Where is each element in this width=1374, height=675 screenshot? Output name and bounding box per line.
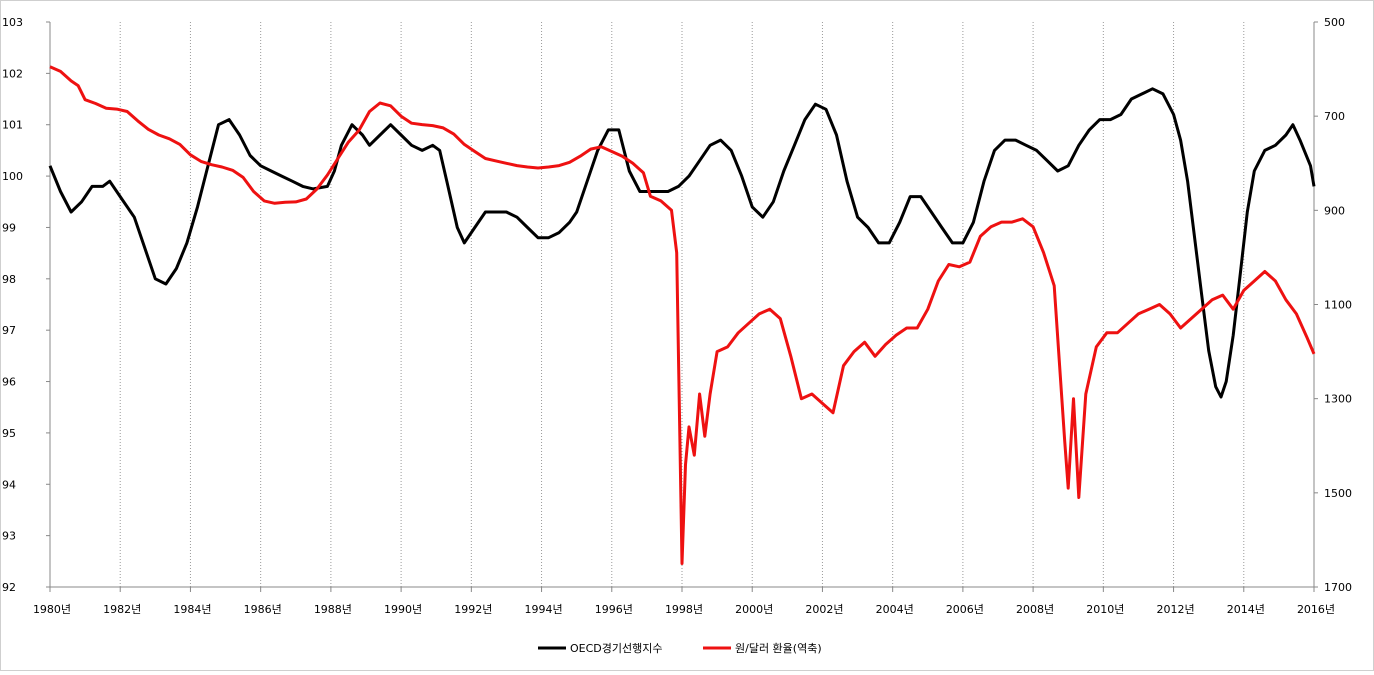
left-y-tick-label: 94 [2,478,16,491]
x-tick-label: 2000년 [735,603,773,616]
legend-label: OECD경기선행지수 [570,642,662,655]
right-y-tick-label: 1300 [1324,393,1352,406]
left-y-tick-label: 99 [2,221,16,234]
vertical-gridlines [49,22,1315,592]
x-tick-label: 1998년 [665,603,703,616]
right-y-tick-label: 1500 [1324,487,1352,500]
x-tick-label: 1994년 [524,603,562,616]
left-y-tick-label: 98 [2,273,16,286]
x-tick-label: 1984년 [173,603,211,616]
left-y-tick-label: 101 [2,119,23,132]
right-y-tick-label: 700 [1324,110,1345,123]
x-tick-label: 2010년 [1086,603,1124,616]
x-tick-label: 1992년 [454,603,492,616]
x-tick-label: 2014년 [1227,603,1265,616]
left-y-tick-label: 96 [2,376,16,389]
x-tick-label: 1990년 [384,603,422,616]
left-y-tick-label: 103 [2,16,23,29]
right-y-tick-label: 1100 [1324,299,1352,312]
left-y-tick-label: 102 [2,67,23,80]
x-tick-label: 2012년 [1156,603,1194,616]
left-y-tick-label: 93 [2,530,16,543]
left-y-tick-labels: 92 93 94 95 96 97 98 99 100 101 102 103 [2,16,50,594]
right-y-tick-label: 500 [1324,16,1345,29]
legend-label: 원/달러 환율(역축) [735,642,822,655]
series-lines [48,65,1316,565]
left-y-tick-label: 100 [2,170,23,183]
right-y-tick-labels: 500 700 900 1100 1300 1500 1700 [1314,16,1352,594]
x-tick-label: 2008년 [1016,603,1054,616]
x-tick-label: 2004년 [876,603,914,616]
x-tick-label: 2002년 [805,603,843,616]
x-tick-label: 2006년 [946,603,984,616]
x-tick-label: 1986년 [244,603,282,616]
x-tick-label: 2016년 [1297,603,1335,616]
series-line-krw-usd [49,65,1316,565]
right-y-tick-label: 900 [1324,204,1345,217]
x-tick-label: 1996년 [595,603,633,616]
left-y-tick-label: 97 [2,324,16,337]
x-tick-label: 1988년 [314,603,352,616]
x-tick-label: 1982년 [103,603,141,616]
left-y-tick-label: 95 [2,427,16,440]
x-tick-label: 1980년 [33,603,71,616]
left-y-tick-label: 92 [2,581,16,594]
right-y-tick-label: 1700 [1324,581,1352,594]
x-tick-labels: 1980년 1982년 1984년 1986년 1988년 1990년 1992년 1994년… [33,603,1335,616]
series-line-oecd-cli [48,87,1316,399]
legend: OECD경기선행지수 원/달러 환율(역축) [538,642,822,655]
